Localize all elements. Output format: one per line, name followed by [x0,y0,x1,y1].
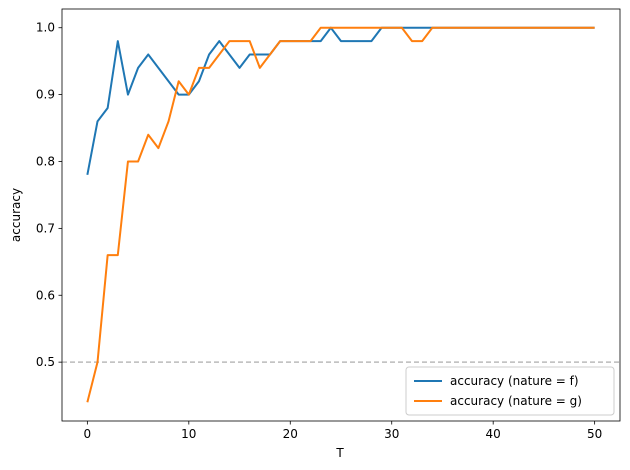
legend-label: accuracy (nature = g) [450,394,582,408]
x-tick-label: 30 [384,427,399,441]
line-series [86,26,595,176]
y-tick-label: 0.7 [36,221,55,235]
y-tick-label: 0.5 [36,355,55,369]
x-tick-label: 20 [283,427,298,441]
legend-label: accuracy (nature = f) [450,374,579,388]
x-tick-label: 0 [84,427,92,441]
y-tick-label: 1.0 [36,21,55,35]
plot-frame [61,8,621,422]
y-axis-label: accuracy [9,188,23,242]
x-tick-label: 50 [587,427,602,441]
y-tick-label: 0.6 [36,288,55,302]
legend-box [405,366,615,416]
y-tick-label: 0.9 [36,88,55,102]
line-series [86,26,595,403]
x-tick-label: 10 [181,427,196,441]
x-axis-label: T [335,446,344,460]
y-tick-label: 0.8 [36,154,55,168]
x-tick-label: 40 [486,427,501,441]
